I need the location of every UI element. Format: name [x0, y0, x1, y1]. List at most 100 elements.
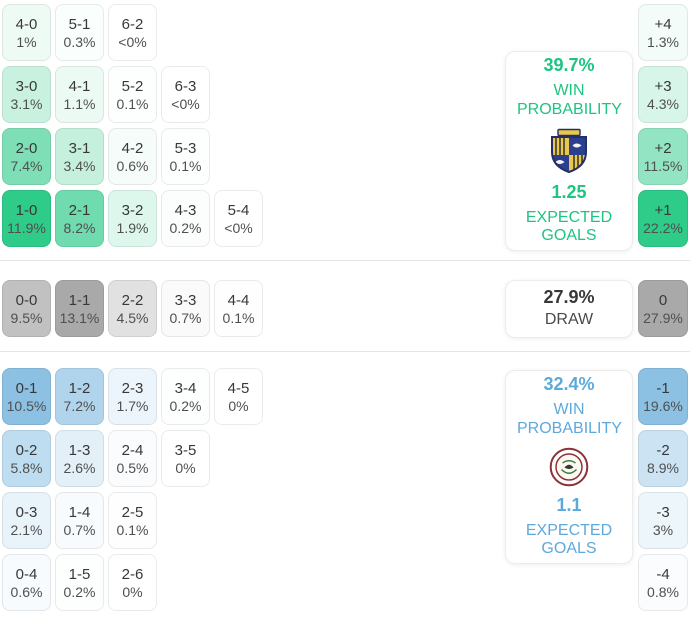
score-cell-label: 0-4 [15, 565, 38, 583]
score-row: 2-0 7.4% 3-1 3.4% 4-2 0.6% 5-3 0.1% [2, 128, 263, 185]
score-cell-label: 4-2 [121, 139, 144, 157]
goal-diff-cell-label: -3 [656, 503, 670, 521]
score-row: 1-0 11.9% 2-1 8.2% 3-2 1.9% 4-3 0.2% 5-4 <0% [2, 190, 263, 247]
home-expected-goals-value: 1.25 [551, 182, 587, 202]
section-divider [0, 351, 690, 352]
goal-diff-cell-label: +4 [654, 15, 672, 33]
score-cell-label: 2-0 [15, 139, 38, 157]
score-cell: 1-0 11.9% [2, 190, 51, 247]
score-cell-label: 1-5 [68, 565, 91, 583]
home-win-probability-value: 39.7% [543, 55, 595, 76]
goal-diff-cell-label: 0 [658, 291, 668, 309]
goal-diff-cell-probability: 22.2% [643, 219, 683, 236]
draw-score-grid: 0-0 9.5% 1-1 13.1% 2-2 4.5% 3-3 0.7% 4-4 0.1% [2, 280, 263, 342]
goal-diff-cell-probability: 3% [652, 521, 674, 538]
score-cell: 2-5 0.1% [108, 492, 157, 549]
score-cell: 2-1 8.2% [55, 190, 104, 247]
score-cell-probability: 0.1% [116, 95, 149, 112]
score-cell-label: 3-1 [68, 139, 91, 157]
goal-diff-cell: +1 22.2% [638, 190, 688, 247]
goal-diff-cell-label: -1 [656, 379, 670, 397]
score-cell: 3-2 1.9% [108, 190, 157, 247]
score-cell-label: 2-2 [121, 291, 144, 309]
goal-diff-cell: 0 27.9% [638, 280, 688, 337]
score-cell-probability: 0.6% [10, 583, 43, 600]
score-cell: 5-1 0.3% [55, 4, 104, 61]
score-cell-probability: 7.4% [10, 157, 43, 174]
home-expected-goals-label: EXPECTED GOALS [525, 208, 613, 245]
score-cell-label: 0-0 [15, 291, 38, 309]
goal-diff-cell-label: +2 [654, 139, 672, 157]
score-cell-probability: 1.9% [116, 219, 149, 236]
score-row: 0-3 2.1% 1-4 0.7% 2-5 0.1% [2, 492, 263, 549]
goal-diff-cell-probability: 8.9% [647, 459, 679, 476]
score-cell-probability: 0.1% [116, 521, 149, 538]
score-cell-probability: 1.7% [116, 397, 149, 414]
goal-diff-cell: -2 8.9% [638, 430, 688, 487]
score-cell-probability: 0% [175, 459, 196, 476]
home-team-crest-icon [547, 128, 591, 174]
score-cell-label: 5-3 [174, 139, 197, 157]
score-cell: 2-4 0.5% [108, 430, 157, 487]
score-cell-probability: 0.7% [169, 309, 202, 326]
score-cell-label: 3-2 [121, 201, 144, 219]
score-cell-label: 0-1 [15, 379, 38, 397]
goal-diff-cell-probability: 0.8% [647, 583, 679, 600]
score-cell-label: 2-3 [121, 379, 144, 397]
score-cell: 4-3 0.2% [161, 190, 210, 247]
score-cell-label: 5-1 [68, 15, 91, 33]
score-cell: 4-5 0% [214, 368, 263, 425]
score-cell-label: 4-5 [227, 379, 250, 397]
score-row: 4-0 1% 5-1 0.3% 6-2 <0% [2, 4, 263, 61]
score-cell-probability: 7.2% [63, 397, 96, 414]
score-cell: 0-0 9.5% [2, 280, 51, 337]
away-win-score-grid: 0-1 10.5% 1-2 7.2% 2-3 1.7% 3-4 0.2% 4-5 0% 0-2 5.8… [2, 368, 263, 616]
goal-diff-cell-label: -4 [656, 565, 670, 583]
away-expected-goals-value: 1.1 [556, 495, 582, 515]
score-cell: 1-1 13.1% [55, 280, 104, 337]
score-cell-probability: 13.1% [59, 309, 100, 326]
score-cell-label: 1-2 [68, 379, 91, 397]
score-cell-probability: 1.1% [63, 95, 96, 112]
score-cell-label: 5-2 [121, 77, 144, 95]
score-cell-probability: 0.3% [63, 33, 96, 50]
score-cell: 4-4 0.1% [214, 280, 263, 337]
score-cell: 3-3 0.7% [161, 280, 210, 337]
score-cell: 6-2 <0% [108, 4, 157, 61]
goal-diff-cell-probability: 4.3% [647, 95, 679, 112]
score-cell-probability: <0% [171, 95, 200, 112]
away-goal-diff-column: -1 19.6% -2 8.9% -3 3% -4 0.8% [638, 368, 688, 611]
draw-goal-diff-column: 0 27.9% [638, 280, 688, 337]
score-cell: 0-1 10.5% [2, 368, 51, 425]
score-cell-label: 4-3 [174, 201, 197, 219]
home-win-summary-panel: 39.7% WIN PROBABILITY [505, 51, 633, 251]
score-cell-probability: 0% [228, 397, 249, 414]
score-row: 0-2 5.8% 1-3 2.6% 2-4 0.5% 3-5 0% [2, 430, 263, 487]
score-row: 3-0 3.1% 4-1 1.1% 5-2 0.1% 6-3 <0% [2, 66, 263, 123]
home-goal-diff-column: +4 1.3% +3 4.3% +2 11.5% +1 22.2% [638, 4, 688, 247]
score-cell-label: 4-4 [227, 291, 250, 309]
score-cell-label: 1-0 [15, 201, 38, 219]
score-cell-probability: 3.1% [10, 95, 43, 112]
score-cell: 0-3 2.1% [2, 492, 51, 549]
goal-diff-cell: -4 0.8% [638, 554, 688, 611]
score-cell: 2-3 1.7% [108, 368, 157, 425]
goal-diff-cell-probability: 1.3% [647, 33, 679, 50]
score-cell-label: 2-4 [121, 441, 144, 459]
goal-diff-cell: -1 19.6% [638, 368, 688, 425]
score-cell-probability: 0.2% [169, 219, 202, 236]
score-cell-label: 3-3 [174, 291, 197, 309]
goal-diff-cell-probability: 27.9% [643, 309, 683, 326]
score-cell-label: 3-4 [174, 379, 197, 397]
score-cell-label: 6-2 [121, 15, 144, 33]
away-win-probability-label: WIN PROBABILITY [517, 401, 622, 437]
goal-diff-cell: +2 11.5% [638, 128, 688, 185]
score-row: 0-0 9.5% 1-1 13.1% 2-2 4.5% 3-3 0.7% 4-4 0.1% [2, 280, 263, 337]
draw-probability-value: 27.9% [543, 287, 595, 308]
score-cell-label: 3-5 [174, 441, 197, 459]
score-cell: 2-6 0% [108, 554, 157, 611]
score-cell: 5-2 0.1% [108, 66, 157, 123]
score-cell-probability: 4.5% [116, 309, 149, 326]
goal-diff-cell-label: +1 [654, 201, 672, 219]
